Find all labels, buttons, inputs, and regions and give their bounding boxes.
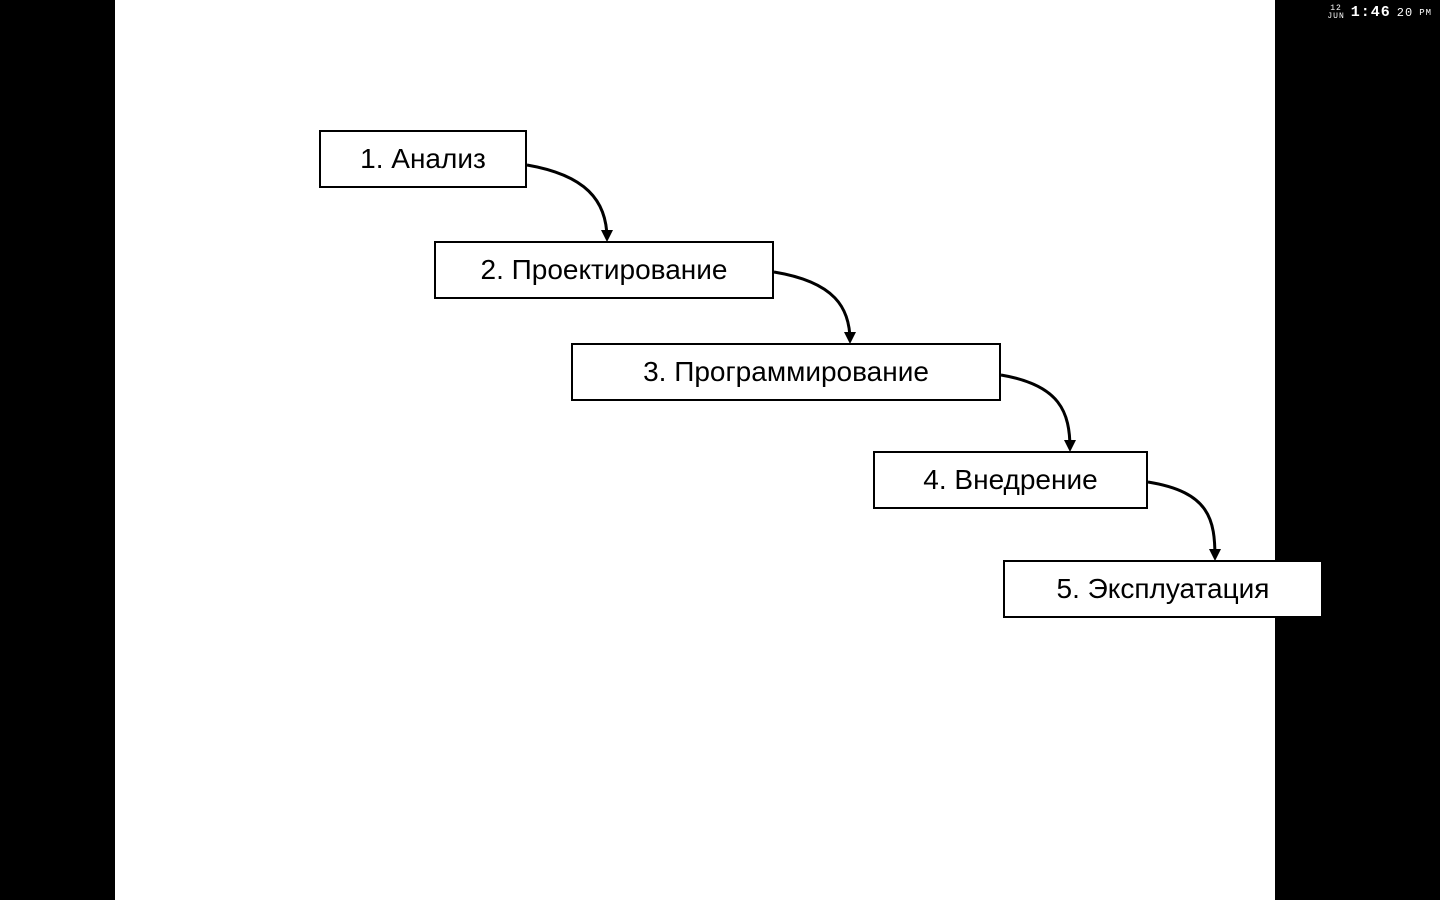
slide-canvas: 1. Анализ 2. Проектирование 3. Программиро… [115,0,1275,900]
flow-node-n3: 3. Программирование [571,343,1001,401]
flow-edge-n2-n3 [774,272,850,341]
desktop-clock: 12 JUN 1:46 20 PM [1321,2,1438,23]
flow-node-label: 3. Программирование [643,356,929,388]
flow-edge-n4-n5 [1148,482,1215,558]
flow-node-label: 5. Эксплуатация [1057,573,1270,605]
flow-node-n5: 5. Эксплуатация [1003,560,1323,618]
flow-edge-n3-n4 [1001,375,1070,449]
clock-seconds: 20 [1397,6,1413,20]
clock-date: 12 JUN [1327,5,1344,21]
flow-node-n1: 1. Анализ [319,130,527,188]
flow-node-n4: 4. Внедрение [873,451,1148,509]
clock-month: JUN [1327,13,1344,21]
flow-node-label: 1. Анализ [360,143,486,175]
flow-node-label: 4. Внедрение [923,464,1097,496]
waterfall-diagram: 1. Анализ 2. Проектирование 3. Программиро… [115,0,1275,900]
clock-time: 1:46 [1351,4,1391,21]
flow-node-label: 2. Проектирование [481,254,728,286]
diagram-edges [115,0,1275,900]
clock-ampm: PM [1419,8,1432,18]
flow-edge-n1-n2 [527,165,607,239]
flow-node-n2: 2. Проектирование [434,241,774,299]
